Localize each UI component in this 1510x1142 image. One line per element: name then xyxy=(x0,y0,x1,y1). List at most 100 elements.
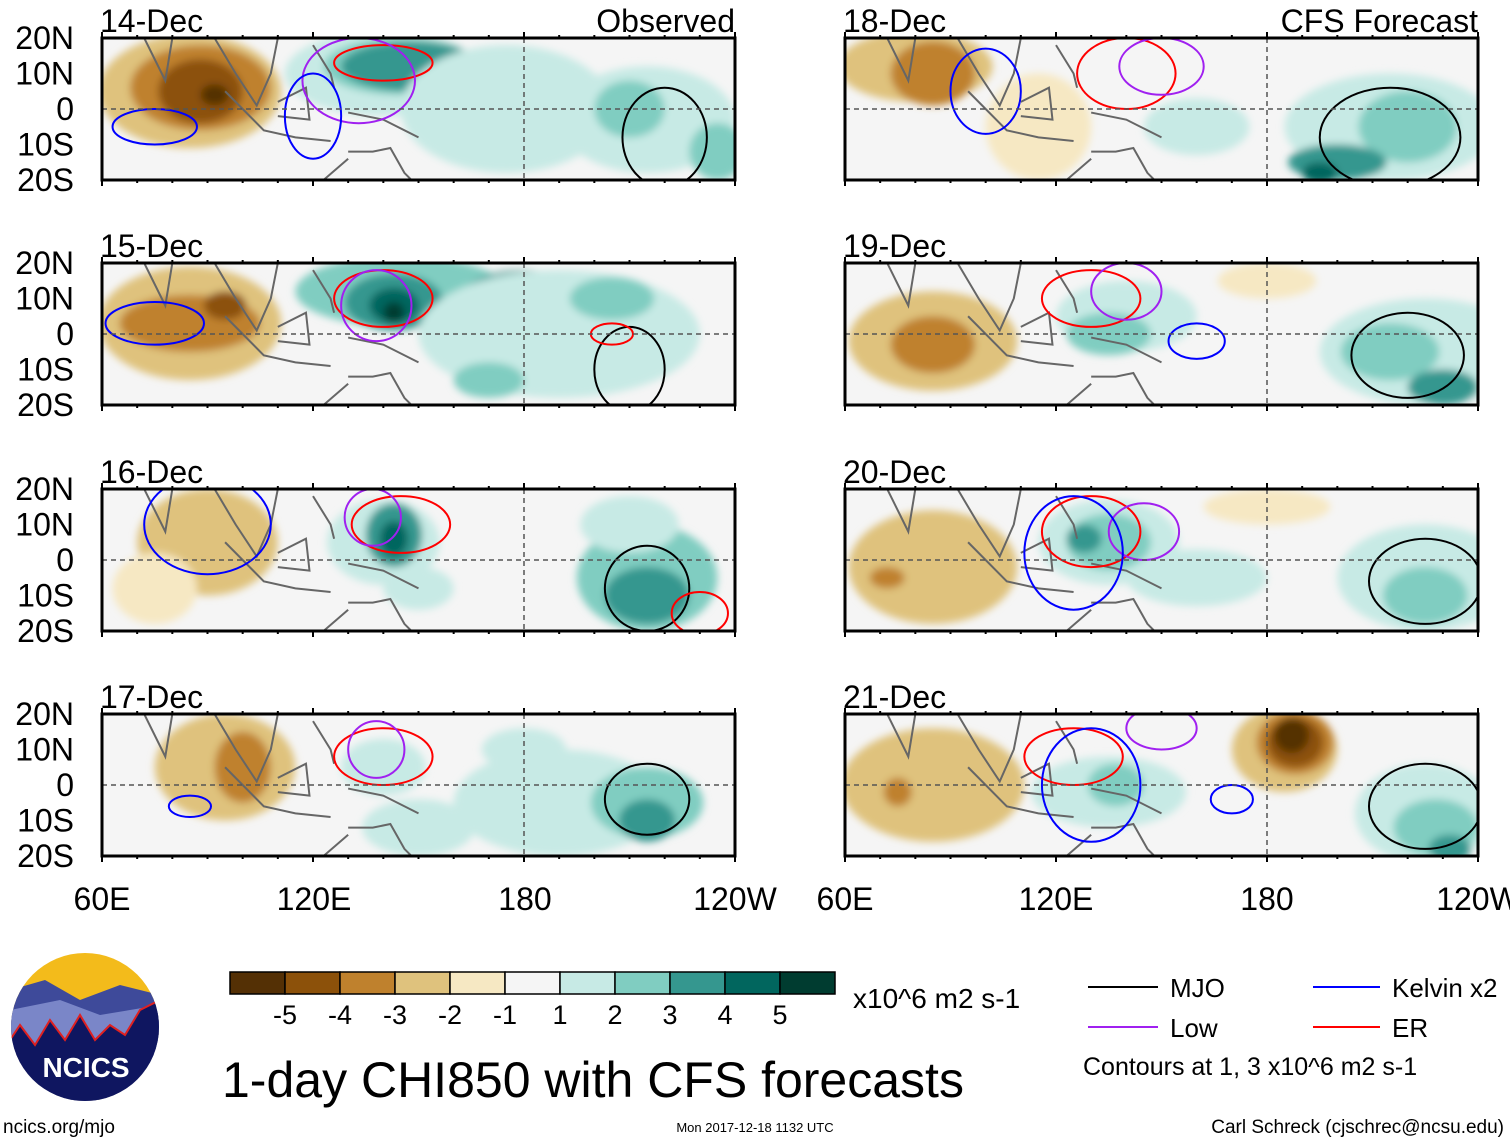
lat-label: 10N xyxy=(15,56,74,92)
contour-line xyxy=(143,489,272,576)
colorbar-label: 3 xyxy=(662,1000,677,1030)
lat-label: 20N xyxy=(15,471,74,507)
contour-line xyxy=(1090,263,1163,321)
colorbar-label: -5 xyxy=(273,1000,297,1030)
lat-label: 20S xyxy=(17,387,74,423)
colorbar-label: 2 xyxy=(607,1000,622,1030)
lon-label: 180 xyxy=(498,881,551,917)
anomaly-region xyxy=(1203,489,1331,525)
colorbar-swatch xyxy=(724,971,781,995)
anomaly-field xyxy=(102,263,735,405)
panel-date: 20-Dec xyxy=(843,454,946,490)
contour-line xyxy=(167,794,213,818)
colorbar-label: -2 xyxy=(438,1000,462,1030)
anomaly-region xyxy=(1302,162,1338,180)
contour-line xyxy=(1350,311,1465,399)
colorbar-swatch xyxy=(339,971,396,995)
logo-text: NCICS xyxy=(42,1052,129,1083)
contour-line xyxy=(333,44,434,82)
anomaly-field xyxy=(102,38,735,180)
lon-label: 120E xyxy=(1019,881,1094,917)
anomaly-region xyxy=(985,73,1092,180)
colorbar-swatch xyxy=(284,971,341,995)
panel-date: 15-Dec xyxy=(100,228,203,264)
anomaly-region xyxy=(883,777,912,807)
lat-label: 20S xyxy=(17,838,74,874)
lat-label: 20N xyxy=(15,696,74,732)
coastline xyxy=(143,714,419,856)
anomaly-region xyxy=(1383,567,1468,624)
legend-label-low: Low xyxy=(1170,1013,1218,1043)
anomaly-region xyxy=(158,59,243,124)
anomaly-field xyxy=(102,489,735,631)
lon-label: 60E xyxy=(817,881,874,917)
anomaly-region xyxy=(890,316,976,374)
contour-line xyxy=(347,720,406,779)
panel-date: 21-Dec xyxy=(843,679,946,715)
contour-line xyxy=(350,495,452,554)
coastline xyxy=(886,714,1162,856)
contour-line xyxy=(104,301,205,346)
anomaly-region xyxy=(112,552,197,624)
figure-title: 1-day CHI850 with CFS forecasts xyxy=(222,1052,964,1108)
contour-line xyxy=(1040,727,1142,843)
anomaly-region xyxy=(453,362,524,398)
lon-label: 180 xyxy=(1240,881,1293,917)
anomaly-region xyxy=(869,567,905,589)
lat-label: 20N xyxy=(15,20,74,56)
contour-note: Contours at 1, 3 x10^6 m2 s-1 xyxy=(1083,1053,1417,1081)
anomaly-field xyxy=(102,714,735,856)
anomaly-region xyxy=(848,510,1018,624)
colorbar-swatch xyxy=(779,971,836,995)
coastline xyxy=(143,263,419,405)
legend-label-er: ER xyxy=(1392,1013,1428,1043)
contour-line xyxy=(1318,86,1462,180)
lat-label: 10S xyxy=(17,578,74,614)
lat-label: 0 xyxy=(56,542,74,578)
footer-author: Carl Schreck (cjschrec@ncsu.edu) xyxy=(1211,1117,1504,1138)
anomaly-region xyxy=(383,302,405,324)
anomaly-region xyxy=(400,45,612,173)
legend-label-kelvin: Kelvin x2 xyxy=(1392,973,1498,1003)
lat-label: 0 xyxy=(56,316,74,352)
panel-date: 17-Dec xyxy=(100,679,203,715)
map-panel-19-dec: 19-Dec xyxy=(843,228,1480,411)
map-panel-20-dec: 20-Dec xyxy=(843,454,1480,637)
lat-label: 10S xyxy=(17,352,74,388)
anomaly-region xyxy=(1143,98,1250,156)
contour-line xyxy=(111,108,198,146)
contour-line xyxy=(949,47,1022,135)
panel-date: 16-Dec xyxy=(100,454,203,490)
contour-line xyxy=(603,544,691,631)
coastline xyxy=(886,263,1162,405)
observed-label: Observed xyxy=(596,3,735,39)
colorbar-swatch xyxy=(449,971,506,995)
anomaly-region xyxy=(604,567,690,624)
anomaly-region xyxy=(379,520,408,557)
lon-label: 120W xyxy=(1436,881,1510,917)
colorbar-swatch xyxy=(559,971,616,995)
contour-line xyxy=(283,72,343,160)
panel-date: 18-Dec xyxy=(843,3,946,39)
footer-url: ncics.org/mjo xyxy=(3,1117,115,1138)
colorbar-swatch xyxy=(504,971,561,995)
coastline xyxy=(886,38,1162,180)
anomaly-region xyxy=(1407,369,1478,405)
forecast-label: CFS Forecast xyxy=(1281,3,1478,39)
colorbar-label: 1 xyxy=(552,1000,567,1030)
anomaly-region xyxy=(845,728,1025,842)
lat-label: 0 xyxy=(56,91,74,127)
anomaly-region xyxy=(1217,263,1317,299)
footer-timestamp: Mon 2017-12-18 1132 UTC xyxy=(676,1120,833,1135)
legend-label-mjo: MJO xyxy=(1170,973,1225,1003)
anomaly-field xyxy=(845,38,1478,180)
anomaly-region xyxy=(362,799,475,856)
colorbar: -5 -4 -3 -2 -1 1 2 3 4 5 xyxy=(229,971,836,1030)
colorbar-swatch xyxy=(614,971,671,995)
legend: MJO Kelvin x2 Low ER Contours at 1, 3 x1… xyxy=(1083,973,1498,1081)
lon-label: 60E xyxy=(74,881,131,917)
